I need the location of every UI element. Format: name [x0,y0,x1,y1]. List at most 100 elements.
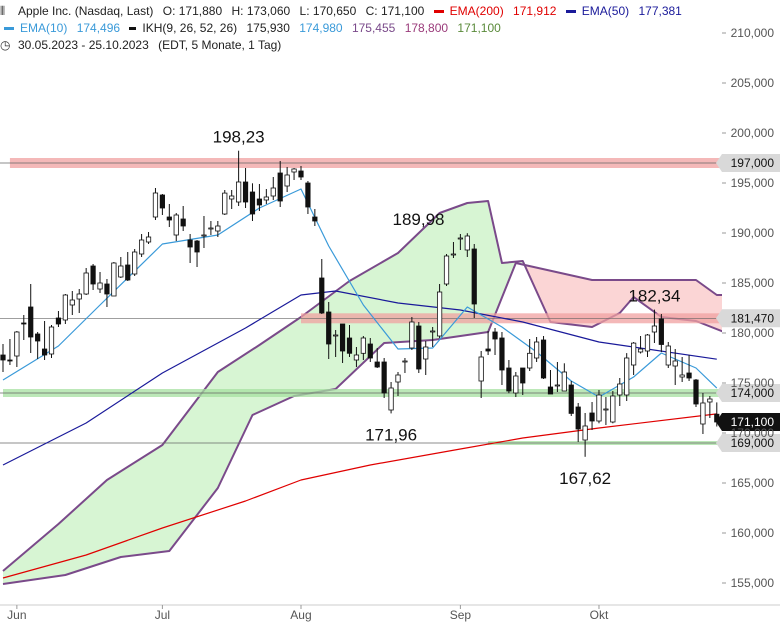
price-annotation: 171,96 [365,425,417,444]
candle-body-up [672,360,678,367]
candle-body-up [229,195,235,200]
annotations: 198,23 189,98 182,34 171,96 167,62 [213,128,681,488]
candle-body-up [62,294,68,321]
candle-body-up [118,265,124,278]
candle-body-down [55,317,62,325]
candle-body-down [90,265,96,285]
candle-body-up [76,293,82,300]
candle-body-down [367,343,373,359]
candle-body-down [506,367,512,392]
candle-body-up [97,282,103,290]
price-tag-label: 174,000 [731,386,775,400]
ikh-value-1: 175,930 [246,21,290,35]
candle-body-down [416,325,422,370]
price-tag [716,434,780,452]
price-annotation: 198,23 [213,128,265,147]
candle-body-up [561,371,567,392]
price-tag [716,154,780,172]
candle-body-down [28,306,34,338]
candle-body-up [291,168,297,173]
ema50-label: EMA(50) [581,4,630,18]
candle-body-down [575,406,581,430]
timeframe-info: (EDT, 5 Monate, 1 Tag) [158,38,282,52]
candle-body-up [436,291,443,337]
ikh-label: IKH(9, 26, 52, 26) [142,21,238,35]
candle-body-up [83,272,89,295]
candle-body-up [222,192,228,215]
x-tick-label: Jul [155,608,170,622]
ikh-value-4: 178,800 [404,21,449,35]
candle-body-up [554,384,561,387]
candle-body-down [187,239,193,248]
candle-body-up [423,346,429,360]
candle-body-down [540,339,547,379]
candle-body-up [333,334,339,337]
ikh-swatch [129,27,137,31]
price-annotation: 167,62 [559,469,611,488]
candle-body-down [104,283,110,295]
candle-body-up [617,383,623,396]
candle-body-up [395,374,401,383]
candle-body-down [693,379,699,405]
candle-body-down [125,264,131,281]
ohlc-high: H: 173,060 [231,4,291,18]
ema50-swatch [565,10,576,14]
candlestick-icon: ⫴ [0,4,6,18]
candle-body-up [14,331,20,357]
candle-body-down [305,182,311,208]
candle-body-down [381,361,387,394]
price-tag-label: 171,100 [731,415,775,429]
candle-body-up [201,234,207,237]
candle-body-down [277,172,283,202]
candle-body-up [644,334,651,352]
candle-body-up [409,321,415,349]
ema50-value: 177,381 [638,4,682,18]
clock-icon: ◷ [0,38,11,52]
candle-body-down [346,337,353,354]
instrument-name: Apple Inc. (Nasdaq, Last) [18,4,154,18]
candle-body-down [520,367,526,384]
header-line-3: ◷ 30.05.2023 - 25.10.2023 (EDT, 5 Monate,… [0,38,287,52]
candle-body-down [242,181,249,203]
candle-body-up [700,402,706,425]
candle-body-down [41,348,48,356]
y-tick-label: 160,000 [731,526,775,540]
header-line-2: EMA(10) 174,496 IKH(9, 26, 52, 26) 175,9… [0,21,507,35]
candle-body-up [651,325,658,333]
candle-body-up [665,345,671,366]
candle-body-down [21,322,27,325]
ema200-line [2,413,717,579]
candle-body-up [631,342,637,366]
candle-body-down [194,240,200,253]
candle-body-up [582,425,588,441]
candle-body-down [7,359,13,362]
candle-body-down [568,384,574,414]
candle-body-up [450,253,457,256]
y-tick-label: 185,000 [731,276,775,290]
x-tick-label: Okt [590,608,609,622]
candle-body-up [48,326,55,355]
candle-body-up [707,398,713,403]
candle-body-up [270,187,276,197]
candle-body-up [457,237,463,240]
candle-body-up [679,374,685,378]
candle-body-up [624,357,630,396]
y-tick-label: 165,000 [731,476,775,490]
ohlc-close: C: 171,100 [365,4,425,18]
candle-body-up [402,360,408,363]
price-tag [716,384,780,402]
ikh-value-2: 174,980 [299,21,343,35]
candle-body-down [35,333,41,342]
candle-body-down [180,218,186,227]
candle-body-up [152,192,159,218]
ikh-value-3: 175,455 [351,21,396,35]
x-tick-label: Jun [7,608,26,622]
price-tag [716,309,780,328]
price-annotation: 182,34 [628,287,680,306]
candle-body-up [69,299,75,306]
candle-body-up [263,196,269,201]
ema10-value: 174,496 [76,21,121,35]
candle-body-up [478,356,484,382]
